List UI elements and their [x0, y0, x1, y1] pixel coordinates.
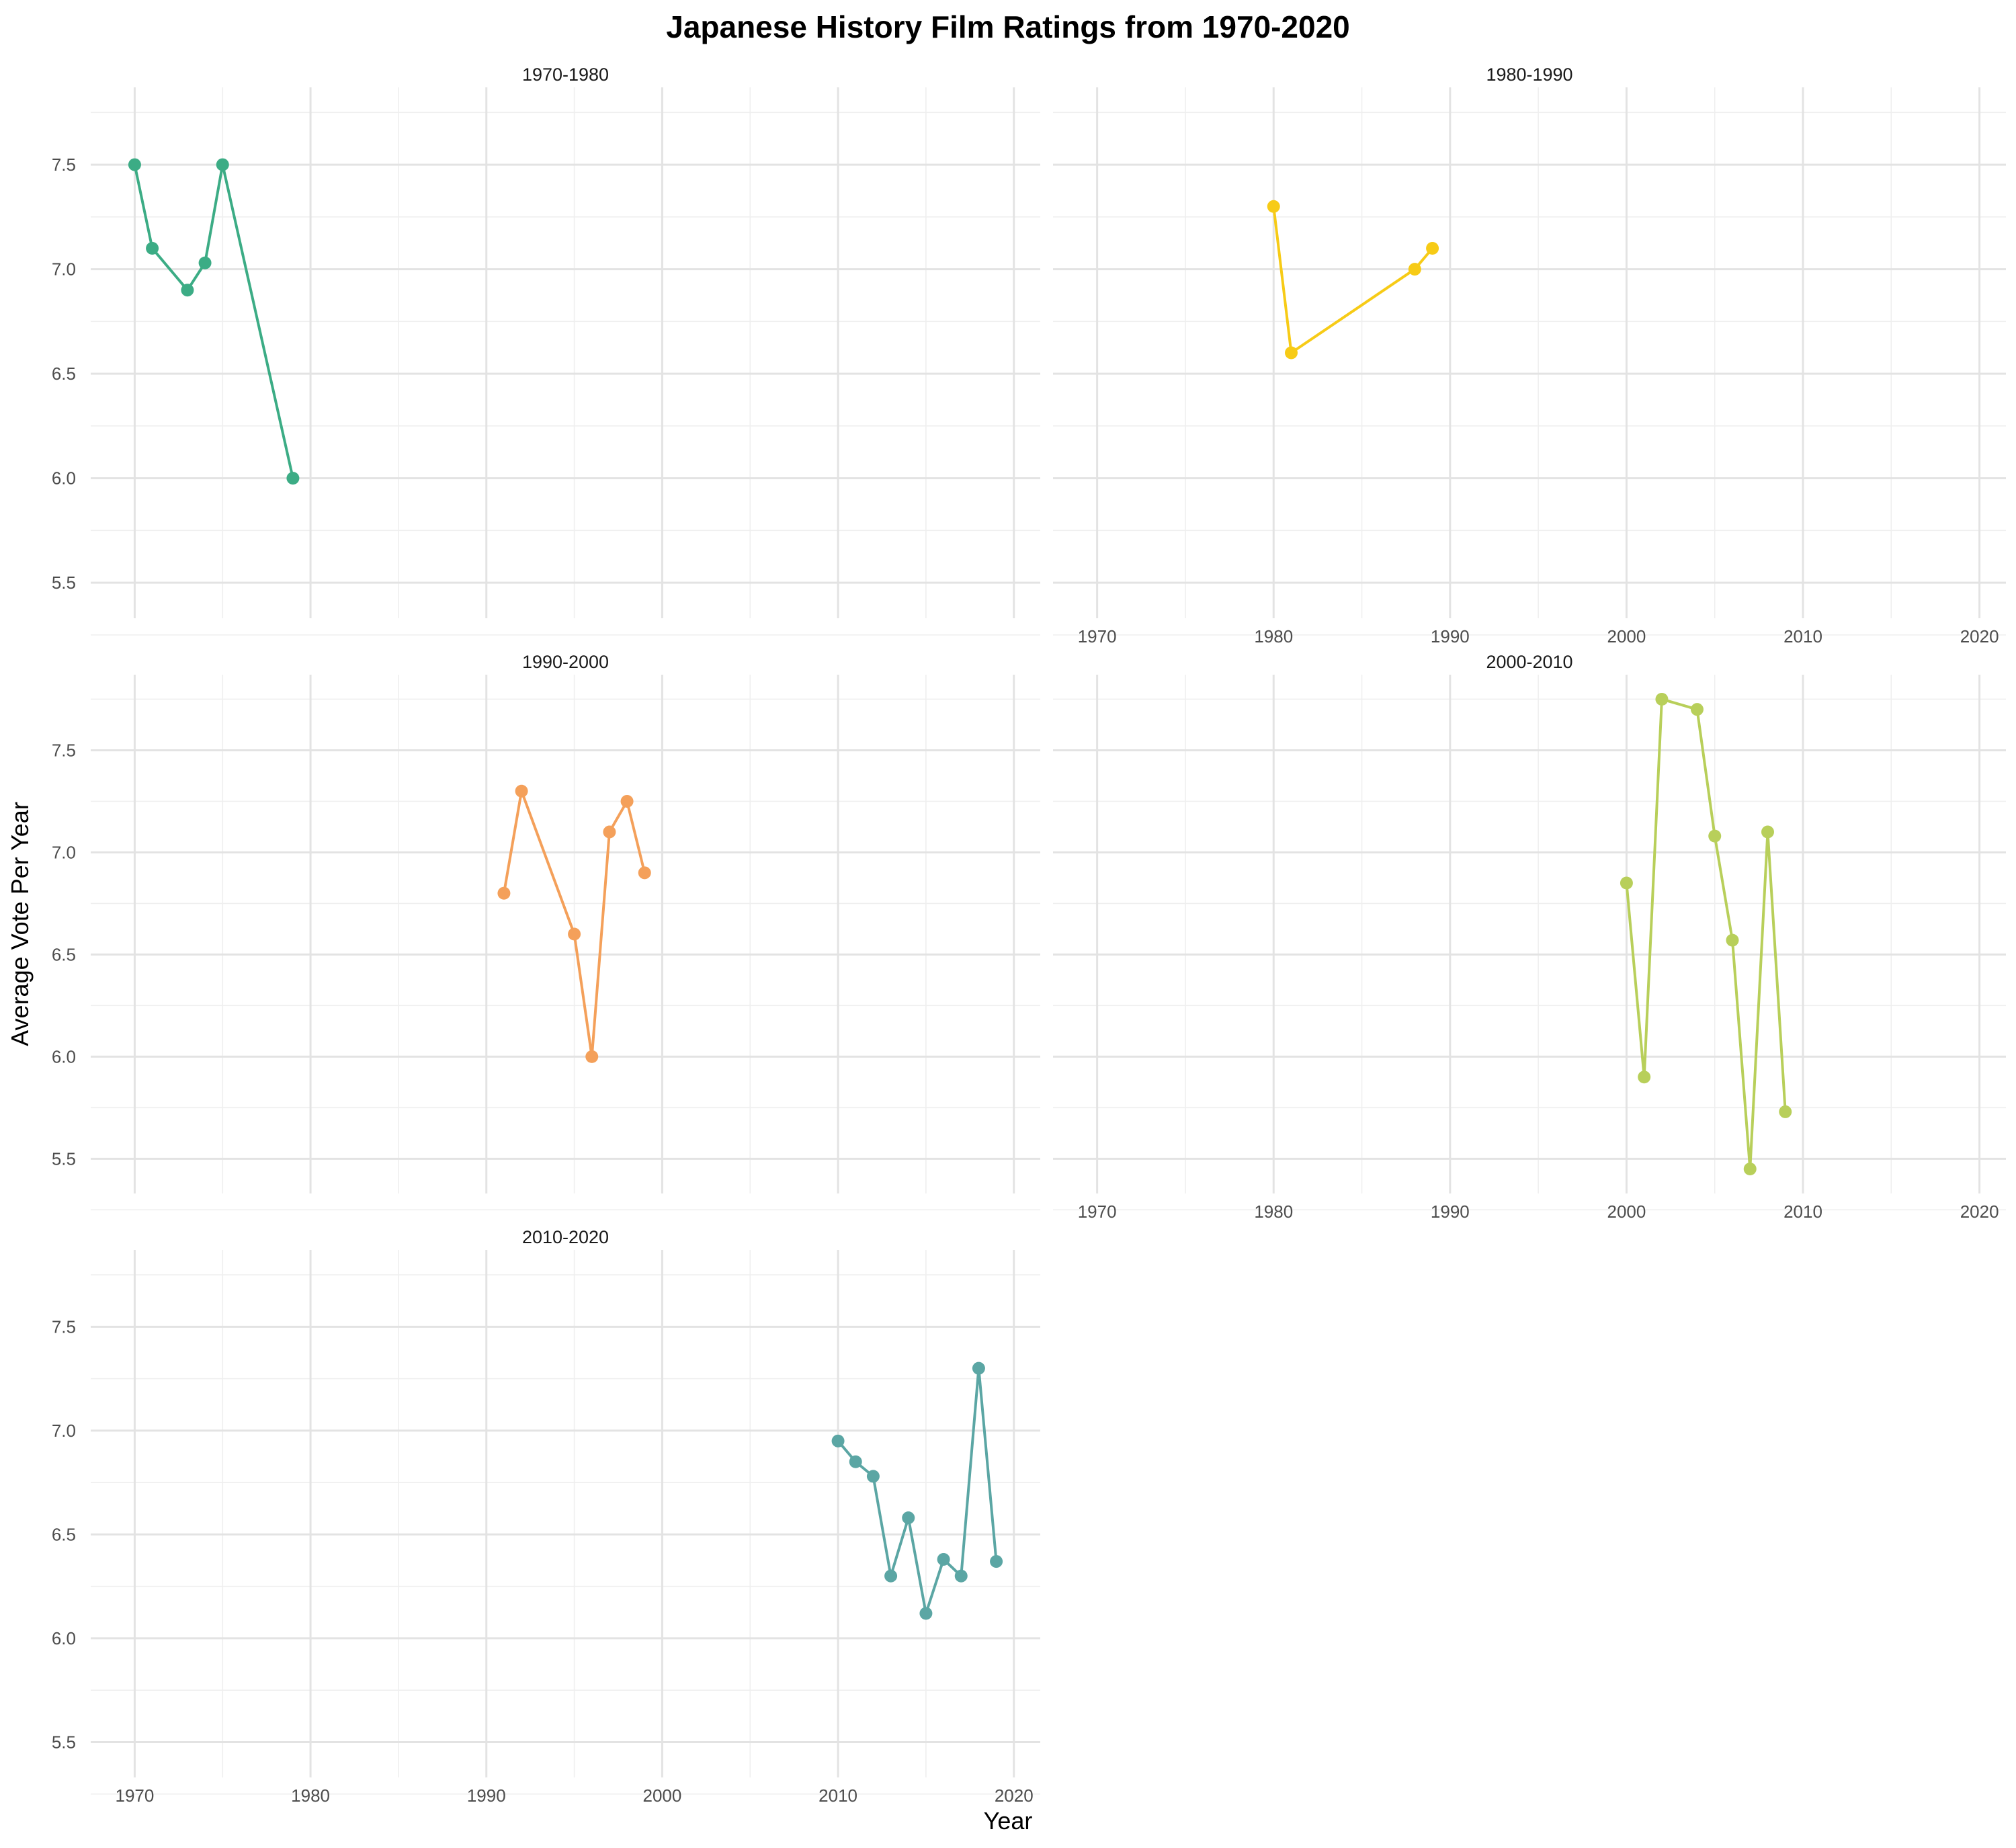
y-tick-label: 7.0: [52, 842, 76, 862]
series-line: [1625, 698, 1787, 1171]
data-point: [198, 256, 212, 269]
panel-2010-2020: 2010-2020 5.5 6.0 6.5 7.0 7.5 1970 1980 1990 2000…: [52, 1227, 1040, 1806]
data-point: [1426, 241, 1439, 255]
data-point: [497, 886, 511, 900]
data-point: [972, 1361, 985, 1375]
x-tick-label: 2000: [642, 1786, 681, 1806]
x-tick-label: 1970: [1078, 626, 1117, 646]
series-line: [133, 163, 294, 479]
data-point: [1267, 200, 1280, 213]
y-tick-label: 5.5: [52, 1148, 76, 1169]
panel-1990-2000: 1990-2000 5.5 6.0 6.5 7.0 7.5: [52, 652, 1040, 1211]
series-line: [1272, 206, 1434, 354]
panel-1980-1990: 1980-1990 1970 1980 1990 2000 2010 2020: [1053, 65, 2006, 646]
panel-1970-1980: 1970-1980 5.5 6.0 6.5 7.0 7.5: [52, 65, 1040, 636]
y-tick-label: 7.0: [52, 1421, 76, 1441]
x-tick-label: 1980: [1254, 1202, 1293, 1222]
panel-2000-2010: 2000-2010 1970 1980 1990 2000 2010 2020: [1053, 652, 2006, 1222]
y-axis-title: Average Vote Per Year: [6, 802, 34, 1046]
y-tick-label: 6.5: [52, 364, 76, 384]
data-point: [954, 1569, 968, 1583]
y-tick-label: 7.5: [52, 1316, 76, 1337]
x-tick-label: 1990: [1431, 626, 1470, 646]
x-tick-label: 2010: [1783, 1202, 1822, 1222]
y-tick-label: 5.5: [52, 573, 76, 593]
data-point: [216, 158, 229, 171]
data-point: [831, 1434, 845, 1447]
x-tick-label: 1980: [1254, 626, 1293, 646]
data-point: [884, 1569, 898, 1583]
data-point: [638, 866, 651, 880]
data-point: [1638, 1070, 1651, 1084]
data-point: [1690, 703, 1704, 716]
data-point: [1779, 1105, 1792, 1118]
x-tick-label: 1970: [115, 1786, 154, 1806]
data-point: [620, 794, 634, 808]
x-axis-title: Year: [984, 1807, 1033, 1835]
x-tick-label: 1970: [1078, 1202, 1117, 1222]
data-point: [181, 284, 194, 297]
data-point: [146, 241, 159, 255]
data-point: [585, 1050, 599, 1063]
x-tick-label: 2000: [1607, 1202, 1646, 1222]
data-point: [1726, 933, 1739, 947]
data-point: [128, 158, 141, 171]
panel-strip-label: 2010-2020: [522, 1227, 609, 1247]
x-tick-label: 2020: [1960, 1202, 1999, 1222]
data-point: [286, 472, 300, 485]
x-tick-label: 1990: [1431, 1202, 1470, 1222]
x-tick-label: 2020: [995, 1786, 1034, 1806]
data-point: [937, 1552, 950, 1566]
y-tick-label: 7.5: [52, 740, 76, 760]
y-tick-label: 7.5: [52, 155, 76, 175]
x-tick-label: 2010: [818, 1786, 857, 1806]
data-point: [866, 1470, 880, 1483]
series-line: [837, 1367, 998, 1615]
panel-strip-label: 1980-1990: [1486, 65, 1572, 85]
data-point: [919, 1607, 933, 1620]
x-tick-label: 1980: [291, 1786, 330, 1806]
data-point: [1743, 1163, 1757, 1176]
data-point: [568, 927, 581, 941]
data-point: [603, 825, 616, 839]
y-tick-label: 6.0: [52, 1628, 76, 1648]
y-tick-label: 6.5: [52, 1524, 76, 1544]
chart-title: Japanese History Film Ratings from 1970-…: [666, 9, 1350, 44]
panel-strip-label: 1990-2000: [522, 652, 609, 672]
data-point: [1655, 692, 1669, 706]
x-tick-label: 2010: [1783, 626, 1822, 646]
x-tick-label: 2000: [1607, 626, 1646, 646]
data-point: [1620, 876, 1633, 890]
y-tick-label: 6.5: [52, 944, 76, 964]
data-point: [1408, 263, 1421, 276]
y-tick-label: 7.0: [52, 259, 76, 280]
y-tick-label: 6.0: [52, 468, 76, 489]
data-point: [1708, 829, 1722, 843]
data-point: [515, 784, 528, 798]
panel-strip-label: 2000-2010: [1486, 652, 1572, 672]
y-tick-label: 5.5: [52, 1732, 76, 1752]
data-point: [990, 1555, 1003, 1568]
panel-strip-label: 1970-1980: [522, 65, 609, 85]
data-point: [902, 1511, 915, 1525]
data-point: [1285, 346, 1298, 360]
data-point: [849, 1455, 862, 1468]
x-tick-label: 1990: [467, 1786, 506, 1806]
y-tick-label: 6.0: [52, 1046, 76, 1066]
x-tick-label: 2020: [1960, 626, 1999, 646]
data-point: [1761, 825, 1774, 839]
